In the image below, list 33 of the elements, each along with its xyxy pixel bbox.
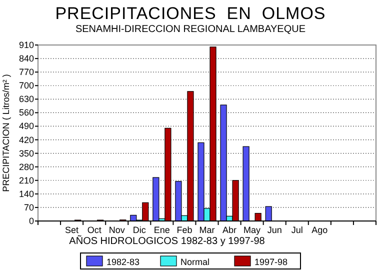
y-axis-title: PRECIPITACION ( Litros/m² ) <box>1 74 11 192</box>
x-tick-label: Set <box>65 225 80 235</box>
x-tick-label: Feb <box>176 225 192 235</box>
y-tick-label: 350 <box>18 148 34 158</box>
chart-title: PRECIPITACIONES EN OLMOS <box>55 4 326 23</box>
y-tick-label: 210 <box>18 175 34 186</box>
y-tick-label: 770 <box>18 67 34 78</box>
y-tick-label: 910 <box>18 40 34 50</box>
x-tick-label: Abr <box>222 225 237 235</box>
x-tick-label: Dic <box>132 225 146 235</box>
x-tick-label: Jul <box>291 225 303 235</box>
y-tick-label: 560 <box>18 108 34 118</box>
y-tick-label: 840 <box>18 54 34 64</box>
x-tick-label: May <box>244 225 262 235</box>
x-tick-label: Nov <box>108 225 126 235</box>
y-tick-label: 280 <box>18 162 34 172</box>
y-tick-label: 140 <box>18 188 34 199</box>
y-tick-label: 70 <box>24 202 34 212</box>
legend-label: Normal <box>180 257 210 267</box>
x-tick-label: Oct <box>87 225 102 235</box>
x-tick-label: Ago <box>312 225 328 235</box>
x-tick-label: Jun <box>267 225 282 235</box>
y-tick-label: 490 <box>18 121 34 132</box>
x-tick-label: Ene <box>154 225 170 235</box>
legend-label: 1997-98 <box>254 257 288 267</box>
chart-subtitle: SENAMHI-DIRECCION REGIONAL LAMBAYEQUE <box>75 24 306 35</box>
legend-label: 1982-83 <box>106 257 140 267</box>
y-tick-label: 0 <box>28 216 34 226</box>
y-tick-label: 700 <box>18 80 34 91</box>
x-tick-label: Mar <box>199 225 215 235</box>
x-axis-title: AÑOS HIDROLOGICOS 1982-83 y 1997-98 <box>69 235 266 247</box>
y-tick-label: 630 <box>18 94 34 104</box>
y-tick-label: 420 <box>18 134 34 145</box>
